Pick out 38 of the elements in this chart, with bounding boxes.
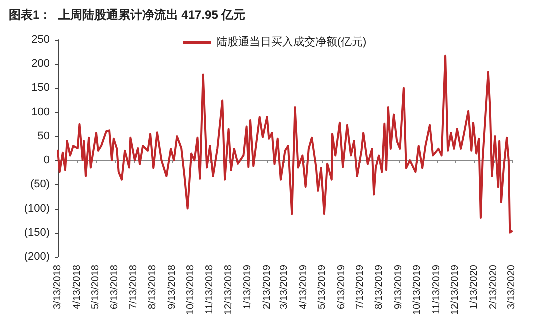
x-tick-label: 10/13/2019 — [412, 264, 424, 316]
x-tick-label: 4/13/2018 — [72, 264, 83, 310]
x-tick-label: 1/13/2019 — [242, 264, 254, 310]
y-tick-label: 150 — [32, 82, 50, 94]
x-tick-label: 5/13/2019 — [317, 264, 328, 310]
y-tick-label: 100 — [32, 106, 50, 118]
x-tick-label: 3/13/2020 — [506, 264, 518, 310]
x-tick-label: 2/13/2020 — [488, 264, 500, 310]
x-tick-label: 1/13/2020 — [469, 264, 480, 310]
x-tick-label: 5/13/2018 — [90, 264, 102, 310]
x-tick-label: 3/13/2018 — [52, 264, 64, 310]
x-tick-label: 11/13/2019 — [431, 264, 442, 314]
x-tick-label: 6/13/2018 — [110, 264, 121, 310]
y-tick-label: (50) — [30, 178, 50, 191]
x-tick-label: 7/13/2018 — [128, 264, 140, 310]
x-tick-label: 12/13/2018 — [223, 264, 234, 316]
y-tick-label: (150) — [24, 226, 50, 239]
legend-label: 陆股通当日买入成交净额(亿元) — [216, 36, 367, 48]
x-tick-label: 7/13/2019 — [354, 264, 366, 310]
x-tick-label: 8/13/2019 — [374, 264, 386, 310]
y-tick-label: 0 — [44, 154, 50, 167]
x-tick-label: 9/13/2018 — [166, 264, 178, 310]
y-tick-label: (200) — [24, 251, 50, 263]
x-tick-label: 3/13/2019 — [279, 264, 290, 310]
x-tick-label: 2/13/2019 — [262, 264, 273, 310]
x-tick-label: 11/13/2018 — [204, 264, 216, 314]
x-tick-label: 12/13/2019 — [450, 264, 461, 316]
y-tick-label: 250 — [32, 34, 50, 46]
x-tick-label: 10/13/2018 — [185, 264, 196, 316]
line-series — [57, 54, 513, 234]
y-tick-label: 50 — [38, 130, 50, 142]
x-tick-label: 6/13/2019 — [336, 264, 348, 310]
y-tick-label: 200 — [32, 58, 50, 70]
x-tick-label: 8/13/2018 — [148, 264, 159, 310]
chart-title: 图表1： 上周陆股通累计净流出 417.95 亿元 — [9, 8, 246, 22]
x-tick-label: 9/13/2019 — [393, 264, 404, 310]
x-tick-label: 4/13/2019 — [298, 264, 310, 310]
y-tick-label: (100) — [24, 202, 50, 215]
